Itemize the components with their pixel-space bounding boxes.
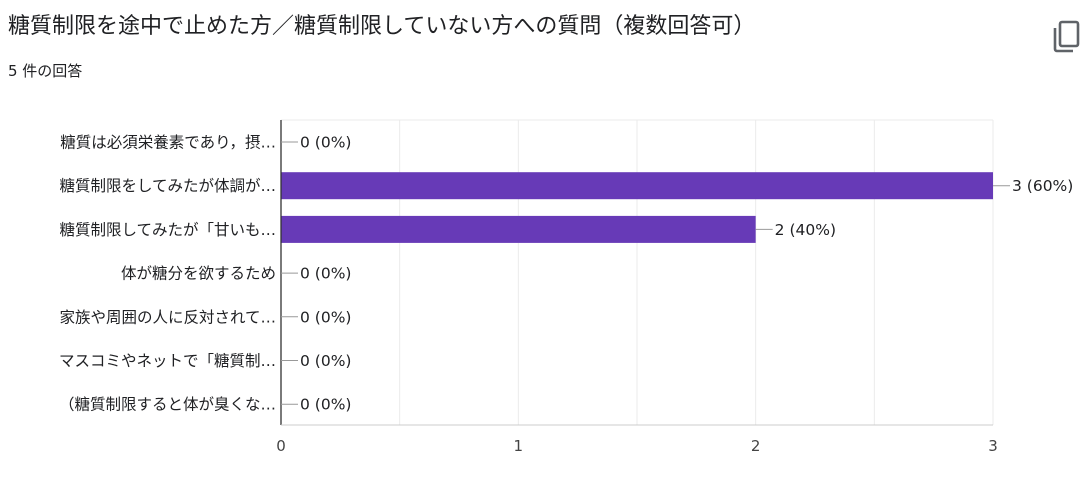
copy-icon [1053, 20, 1080, 53]
question-title: 糖質制限を途中で止めた方／糖質制限していない方への質問（複数回答可） [8, 14, 756, 39]
labels: 0 1 2 3 糖質は必須栄養素であり，摂… 0 (0%) 糖質制限をしてみたが体調が… 3 … [59, 134, 1073, 456]
category-label: 体が糖分を欲するため [121, 265, 276, 283]
grid-lines [281, 119, 994, 425]
category-label: マスコミやネットで「糖質制… [59, 352, 276, 370]
response-count: 5 件の回答 [8, 62, 83, 80]
data-label: 0 (0%) [300, 352, 351, 370]
category-label: 糖質制限してみたが「甘いも… [59, 221, 276, 239]
bar[interactable] [281, 172, 993, 200]
bars [281, 172, 993, 243]
category-label: 糖質は必須栄養素であり，摂… [60, 134, 276, 152]
data-label: 0 (0%) [300, 265, 351, 283]
category-label: 糖質制限をしてみたが体調が… [59, 177, 276, 195]
category-label: 家族や周囲の人に反対されて… [59, 308, 276, 326]
x-tick-label: 3 [988, 437, 998, 455]
data-label: 3 (60%) [1012, 177, 1073, 195]
data-label: 0 (0%) [300, 134, 351, 152]
bar[interactable] [281, 215, 756, 243]
copy-chart-button[interactable] [1048, 16, 1084, 56]
x-tick-label: 0 [276, 437, 286, 455]
data-label: 2 (40%) [775, 221, 836, 239]
category-label: （糖質制限すると体が臭くな… [59, 396, 276, 414]
x-tick-label: 1 [514, 437, 524, 455]
data-label: 0 (0%) [300, 396, 351, 414]
data-label: 0 (0%) [300, 308, 351, 326]
x-tick-label: 2 [751, 437, 761, 455]
axes [280, 120, 993, 426]
